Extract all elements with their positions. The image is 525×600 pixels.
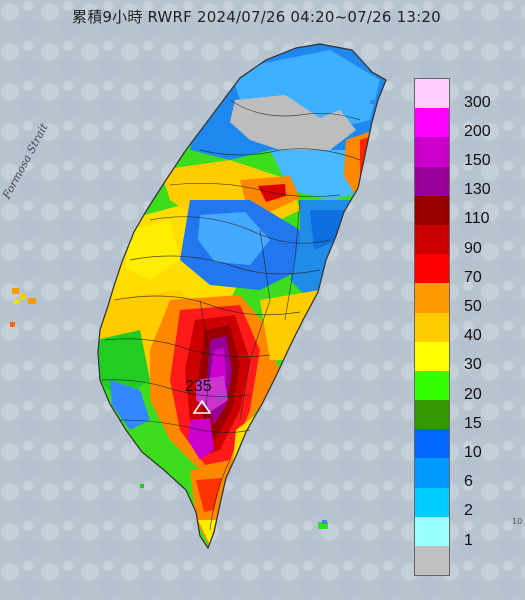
legend-label: 50 (464, 298, 482, 315)
legend-label: 15 (464, 414, 482, 432)
legend-swatch (415, 166, 449, 196)
legend-swatch (415, 224, 449, 255)
legend-swatch (415, 516, 449, 546)
legend-swatch (415, 370, 449, 401)
legend-label: 6 (464, 473, 473, 491)
legend-swatch (415, 79, 449, 109)
legend-swatch (415, 283, 449, 313)
legend-label: 20 (464, 385, 482, 403)
legend-label: 300 (464, 93, 491, 111)
legend-label: 70 (464, 268, 482, 286)
legend-swatch (415, 137, 449, 167)
legend-swatch (415, 458, 449, 488)
boundary-lines (101, 99, 361, 531)
color-legend (414, 78, 450, 577)
legend-swatch (415, 400, 449, 430)
legend-swatch (415, 487, 449, 517)
legend-swatch (415, 312, 449, 342)
triangle-marker-icon (193, 400, 211, 414)
legend-label: 1 (464, 531, 473, 549)
legend-label: 10 (464, 444, 482, 461)
legend-swatch (415, 429, 449, 459)
legend-swatch (415, 341, 449, 371)
legend-label: 200 (464, 122, 491, 140)
edge-text: 10 (512, 517, 523, 526)
legend-label: 130 (464, 181, 491, 199)
legend-label: 150 (464, 152, 491, 169)
legend-label: 110 (464, 210, 490, 228)
legend-swatch (415, 254, 449, 284)
legend-swatch (415, 546, 449, 576)
offshore-echoes (10, 100, 376, 529)
legend-swatch (415, 108, 449, 138)
legend-label: 40 (464, 327, 482, 345)
legend-label: 90 (464, 239, 482, 257)
legend-label: 30 (464, 356, 482, 374)
legend-label: 2 (464, 502, 473, 520)
map-title: 累積9小時 RWRF 2024/07/26 04:20~07/26 13:20 (72, 8, 441, 26)
legend-swatch (415, 195, 449, 225)
peak-value-label: 235 (185, 378, 212, 395)
